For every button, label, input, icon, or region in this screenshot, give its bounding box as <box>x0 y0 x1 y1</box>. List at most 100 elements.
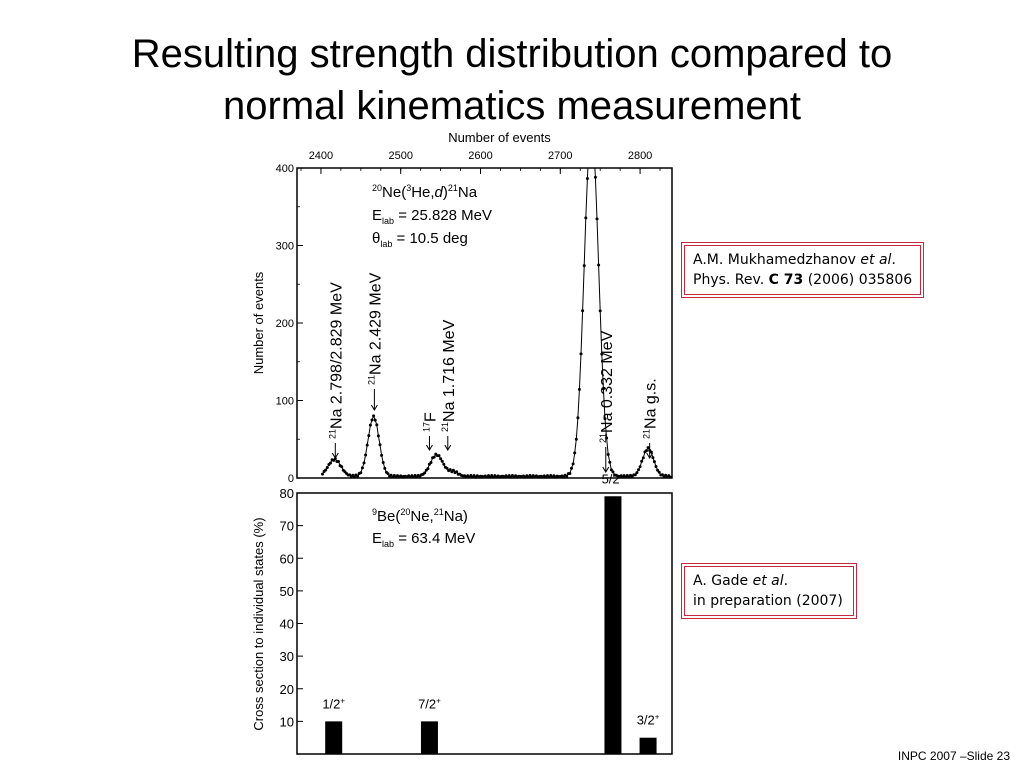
slide-title: Resulting strength distribution compared… <box>40 28 984 132</box>
spectrum-reaction-label: 20Ne(3He,d)21Na <box>372 183 478 201</box>
slide-footer: INPC 2007 –Slide 23 <box>897 749 1010 763</box>
cross-section-y-axis-label: Cross section to individual states (%) <box>251 517 266 730</box>
spectrum-point <box>445 466 449 470</box>
spectrum-point <box>565 474 569 478</box>
spectrum-point <box>641 456 645 460</box>
peak-label: 21Na 2.798/2.829 MeV <box>327 282 345 439</box>
spectrum-point <box>633 473 637 477</box>
spectrum-point <box>584 216 588 220</box>
spectrum-y-tick-label: 0 <box>288 473 294 485</box>
spectrum-point <box>373 418 377 422</box>
spectrum-point <box>600 352 604 356</box>
spectrum-point <box>601 387 605 391</box>
spectrum-point <box>356 474 360 478</box>
spectrum-point <box>652 460 656 464</box>
cross-section-y-tick-label: 40 <box>280 617 294 632</box>
spectrum-point <box>605 436 609 440</box>
spectrum-point <box>645 449 648 453</box>
spectrum-point <box>321 472 324 476</box>
spectrum-point <box>598 309 602 313</box>
spectrum-point <box>668 475 672 478</box>
spectrum-y-tick-label: 300 <box>276 241 294 253</box>
spectrum-point <box>571 462 575 466</box>
spectrum-point <box>367 434 371 438</box>
peak-label: 21Na 1.716 MeV <box>440 319 458 432</box>
spectrum-energy-label: Elab = 25.828 MeV <box>372 207 492 226</box>
peak-label: 21Na 0.332 MeV <box>598 330 616 443</box>
spectrum-point <box>365 443 369 447</box>
cross-section-bar-label: 1/2+ <box>322 696 345 711</box>
cross-section-y-tick-label: 10 <box>280 714 294 729</box>
spectrum-point <box>568 472 572 475</box>
cross-section-energy-label: Elab = 63.4 MeV <box>372 530 475 549</box>
ref-top-volume: C 73 <box>768 272 804 288</box>
spectrum-point <box>595 217 599 221</box>
peak-arrow-head <box>646 452 654 459</box>
spectrum-point <box>376 434 380 438</box>
spectrum-point <box>640 459 644 463</box>
cross-section-y-tick-label: 80 <box>280 486 294 501</box>
spectrum-point <box>455 470 459 474</box>
spectrum-point <box>585 177 589 180</box>
ref-bottom-authors: A. Gade <box>693 573 749 589</box>
spectrum-point <box>657 470 661 474</box>
spectrum-point <box>378 443 382 447</box>
cross-section-y-tick-label: 30 <box>280 649 294 664</box>
spectrum-point <box>426 467 430 471</box>
peak-label: 17F <box>421 412 439 432</box>
spectrum-point <box>606 453 610 456</box>
spectrum-point <box>368 423 372 427</box>
spectrum-curve-group <box>321 128 672 478</box>
spectrum-point <box>603 417 607 421</box>
ref-bottom-et-al: et al <box>752 573 784 589</box>
ref-top-rest: (2006) 035806 <box>807 272 913 288</box>
spectrum-point <box>360 466 364 470</box>
spectrum-top-tick-label: 2800 <box>628 150 652 162</box>
spectrum-point <box>591 128 594 131</box>
spectrum-point <box>608 460 612 464</box>
spectrum-point <box>340 465 344 469</box>
cross-section-panel: 10 20 30 40 50 60 70 80 Cross section to individ… <box>251 471 673 755</box>
spectrum-point <box>660 473 664 477</box>
spectrum-top-axis-label: Number of events <box>448 130 551 145</box>
cross-section-y-tick-label: 20 <box>280 682 294 697</box>
spectrum-point <box>429 461 433 464</box>
cross-section-bar-label: 5/2+ <box>602 471 625 486</box>
spectrum-point <box>649 450 653 454</box>
peak-arrow-head <box>426 444 433 451</box>
ref-bottom-dot: . <box>783 573 789 589</box>
spectrum-point <box>362 461 366 465</box>
reference-box-bottom: A. Gade et al. in preparation (2007) <box>681 563 857 619</box>
cross-section-bar <box>604 496 622 754</box>
slide-title-line-1: Resulting strength distribution compared… <box>131 32 893 76</box>
spectrum-point <box>372 414 376 418</box>
spectrum-point <box>442 462 446 466</box>
cross-section-y-tick-label: 70 <box>280 519 294 534</box>
spectrum-y-tick-label: 200 <box>276 318 294 330</box>
spectrum-y-axis-label: Number of events <box>251 271 266 374</box>
peak-label: 21Na g.s. <box>642 378 660 439</box>
peak-arrow-head <box>602 466 610 473</box>
ref-top-authors: A.M. Mukhamedzhanov <box>693 252 856 268</box>
spectrum-top-tick-label: 2600 <box>468 150 492 162</box>
spectrum-point <box>389 473 393 477</box>
spectrum-point <box>581 309 585 313</box>
spectrum-top-tick-label: 2700 <box>548 150 572 162</box>
cross-section-bar <box>639 737 657 754</box>
spectrum-point <box>570 466 573 470</box>
spectrum-point <box>324 468 328 472</box>
ref-top-et-al: et al <box>860 252 892 268</box>
spectrum-point <box>664 473 668 477</box>
cross-section-y-tick-label: 60 <box>280 551 294 566</box>
spectrum-point <box>437 454 441 458</box>
slide-title-line-2: normal kinematics measurement <box>223 84 801 128</box>
spectrum-point <box>646 446 650 450</box>
cross-section-reaction-label: 9Be(20Ne,21Na) <box>372 507 468 525</box>
spectrum-point <box>381 461 385 464</box>
spectrum-point <box>579 352 583 356</box>
spectrum-point <box>597 263 601 267</box>
cross-section-bar-label: 7/2+ <box>418 696 441 711</box>
spectrum-point <box>451 468 455 472</box>
spectrum-point <box>325 466 329 469</box>
